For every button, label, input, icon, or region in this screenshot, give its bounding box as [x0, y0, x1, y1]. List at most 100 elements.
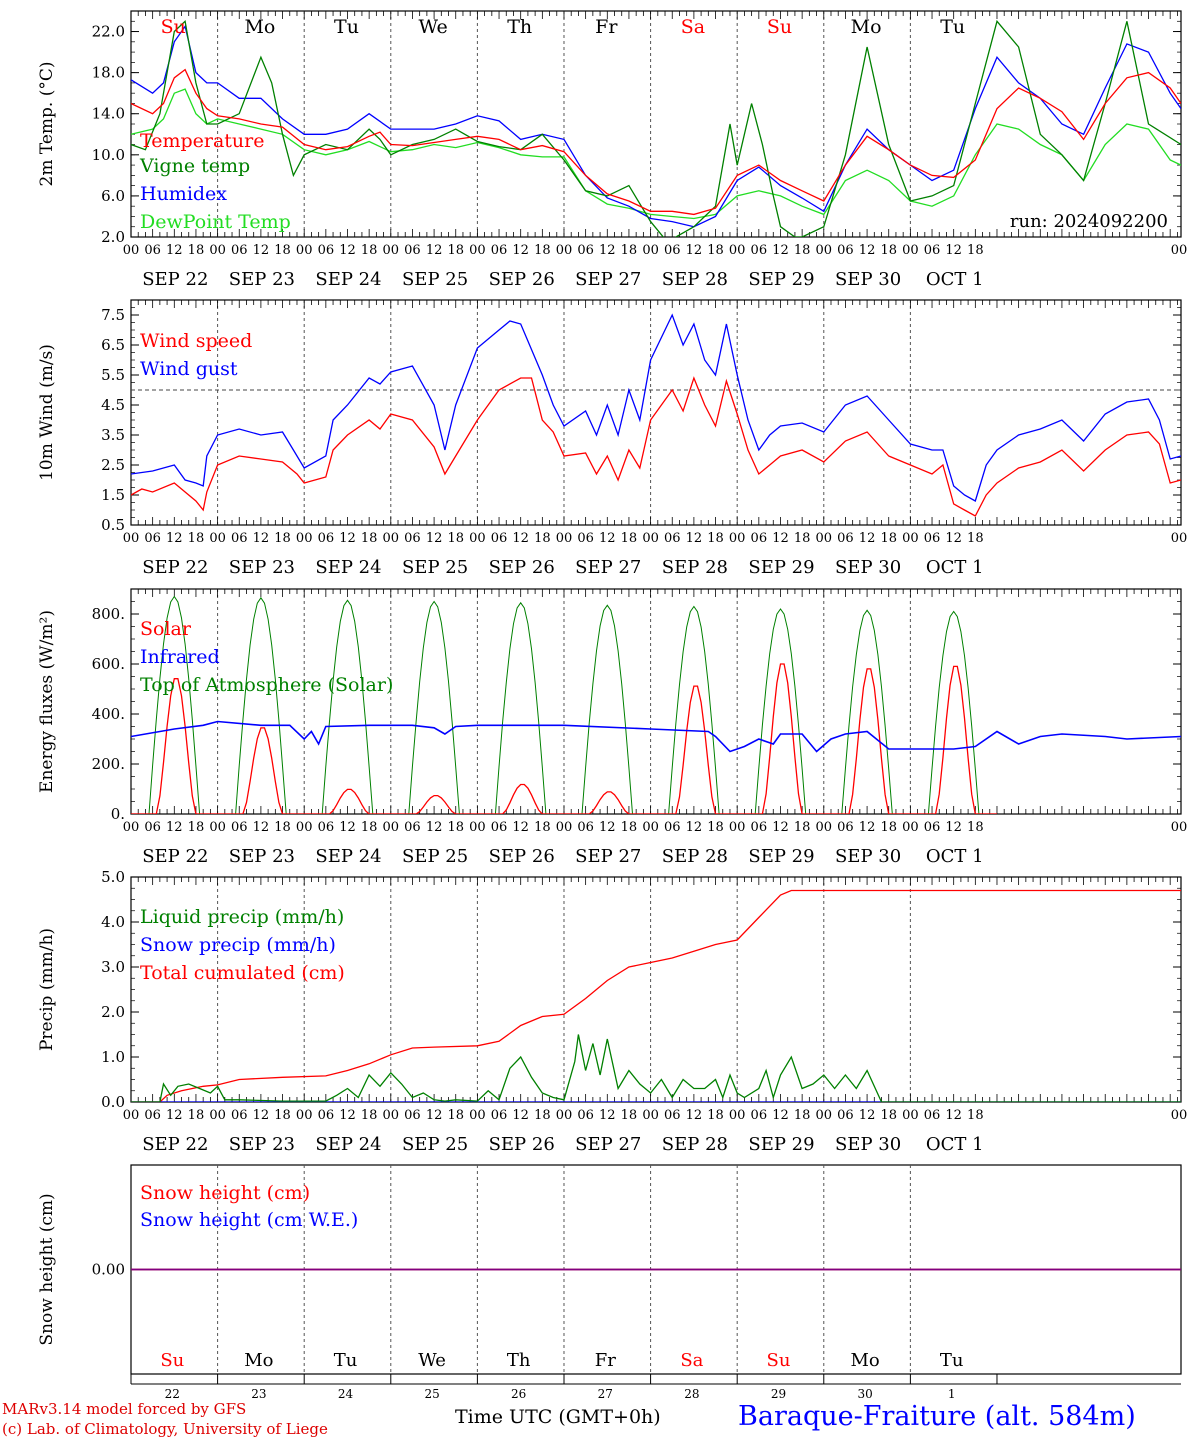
legend-wind-gust: Wind gust: [140, 358, 238, 380]
y-tick-label: 2.0: [101, 228, 125, 246]
day-number-label: 26: [511, 1387, 526, 1401]
hour-tick-label: 00: [469, 1108, 486, 1123]
hour-tick-label: 00: [383, 243, 400, 258]
hour-tick-label: 12: [253, 820, 270, 835]
legend-temperature: Temperature: [140, 130, 264, 152]
hour-tick-label: 06: [577, 1108, 594, 1123]
hour-tick-label: 06: [318, 1108, 335, 1123]
hour-tick-label: 06: [751, 820, 768, 835]
hour-tick-label: 12: [599, 243, 616, 258]
hour-tick-label: 00: [642, 820, 659, 835]
hour-tick-label: 12: [686, 243, 703, 258]
weekday-label-bottom: Fr: [595, 1350, 616, 1371]
hour-tick-label: 06: [924, 531, 941, 546]
hour-tick-label: 12: [166, 531, 183, 546]
date-label: OCT 1: [926, 1134, 984, 1155]
date-label: SEP 26: [489, 557, 555, 578]
y-tick-label: 5.0: [101, 868, 125, 886]
hour-tick-label: 12: [599, 1108, 616, 1123]
weekday-label-bottom: Tu: [334, 1350, 358, 1371]
hour-tick-label: 18: [534, 1108, 551, 1123]
hour-tick-label: 06: [144, 531, 161, 546]
model-credit: MARv3.14 model forced by GFS: [2, 1400, 247, 1418]
legend-snow-height-cm-w-e: Snow height (cm W.E.): [140, 1209, 358, 1231]
date-label: SEP 26: [489, 846, 555, 867]
hour-tick-label: 12: [599, 820, 616, 835]
hour-tick-label: 18: [967, 243, 984, 258]
hour-tick-label: 00: [1171, 1108, 1188, 1123]
weekday-label-top: Th: [507, 16, 532, 38]
hour-tick-label: 18: [794, 820, 811, 835]
hour-tick-label: 18: [880, 820, 897, 835]
hour-tick-label: 12: [772, 243, 789, 258]
y-tick-label: 0.: [111, 805, 125, 823]
hour-tick-label: 18: [188, 531, 205, 546]
hour-tick-label: 18: [880, 243, 897, 258]
weekday-label-top: We: [418, 16, 447, 38]
hour-tick-label: 18: [534, 820, 551, 835]
hour-tick-label: 06: [751, 243, 768, 258]
y-tick-label: 10.0: [92, 146, 125, 164]
y-tick-label: 6.0: [101, 187, 125, 205]
hour-tick-label: 12: [772, 820, 789, 835]
hour-tick-label: 00: [729, 531, 746, 546]
hour-tick-label: 00: [902, 820, 919, 835]
hour-tick-label: 06: [144, 1108, 161, 1123]
weekday-label-bottom: Su: [767, 1350, 791, 1371]
lab-credit: (c) Lab. of Climatology, University of L…: [2, 1420, 328, 1438]
hour-tick-label: 12: [426, 820, 443, 835]
hour-tick-label: 18: [361, 820, 378, 835]
hour-tick-label: 00: [642, 531, 659, 546]
legend-top-of-atmosphere-solar: Top of Atmosphere (Solar): [140, 674, 393, 696]
hour-tick-label: 18: [274, 531, 291, 546]
hour-tick-label: 18: [880, 531, 897, 546]
y-tick-label: 200.: [92, 755, 125, 773]
hour-tick-label: 06: [664, 243, 681, 258]
panel-3-frame: [130, 588, 1182, 815]
panel-1-frame: [130, 10, 1182, 238]
hour-tick-label: 06: [751, 1108, 768, 1123]
date-label: SEP 24: [315, 557, 381, 578]
hour-tick-label: 06: [577, 820, 594, 835]
hour-tick-label: 06: [664, 531, 681, 546]
day-number-label: 22: [165, 1387, 180, 1401]
y-tick-label: 600.: [92, 655, 125, 673]
hour-tick-label: 12: [426, 1108, 443, 1123]
hour-tick-label: 18: [534, 531, 551, 546]
hour-tick-label: 06: [231, 1108, 248, 1123]
date-label: OCT 1: [926, 269, 984, 290]
hour-tick-label: 06: [318, 531, 335, 546]
hour-tick-label: 06: [577, 531, 594, 546]
hour-tick-label: 12: [426, 531, 443, 546]
hour-tick-label: 00: [816, 243, 833, 258]
hour-tick-label: 18: [707, 243, 724, 258]
hour-tick-label: 18: [880, 1108, 897, 1123]
hour-tick-label: 12: [859, 820, 876, 835]
hour-tick-label: 12: [512, 820, 529, 835]
date-label: SEP 24: [315, 1134, 381, 1155]
date-label: SEP 30: [835, 269, 901, 290]
hour-tick-label: 00: [383, 820, 400, 835]
hour-tick-label: 18: [447, 243, 464, 258]
hour-tick-label: 00: [296, 243, 313, 258]
hour-tick-label: 12: [772, 1108, 789, 1123]
hour-tick-label: 06: [491, 531, 508, 546]
hour-tick-label: 06: [231, 531, 248, 546]
hour-tick-label: 18: [188, 820, 205, 835]
hour-tick-label: 12: [599, 531, 616, 546]
legend-vigne-temp: Vigne temp: [139, 155, 250, 177]
run-label: run: 2024092200: [1010, 211, 1168, 232]
hour-tick-label: 00: [642, 243, 659, 258]
hour-tick-label: 18: [274, 243, 291, 258]
toa-solar-line: [131, 595, 997, 814]
weekday-label-top: Fr: [595, 16, 618, 38]
hour-tick-label: 12: [945, 531, 962, 546]
hour-tick-label: 18: [447, 531, 464, 546]
hour-tick-label: 00: [556, 820, 573, 835]
hour-tick-label: 12: [512, 1108, 529, 1123]
hour-tick-label: 06: [318, 243, 335, 258]
date-label: SEP 22: [142, 846, 208, 867]
hour-tick-label: 18: [274, 1108, 291, 1123]
hour-tick-label: 12: [166, 1108, 183, 1123]
